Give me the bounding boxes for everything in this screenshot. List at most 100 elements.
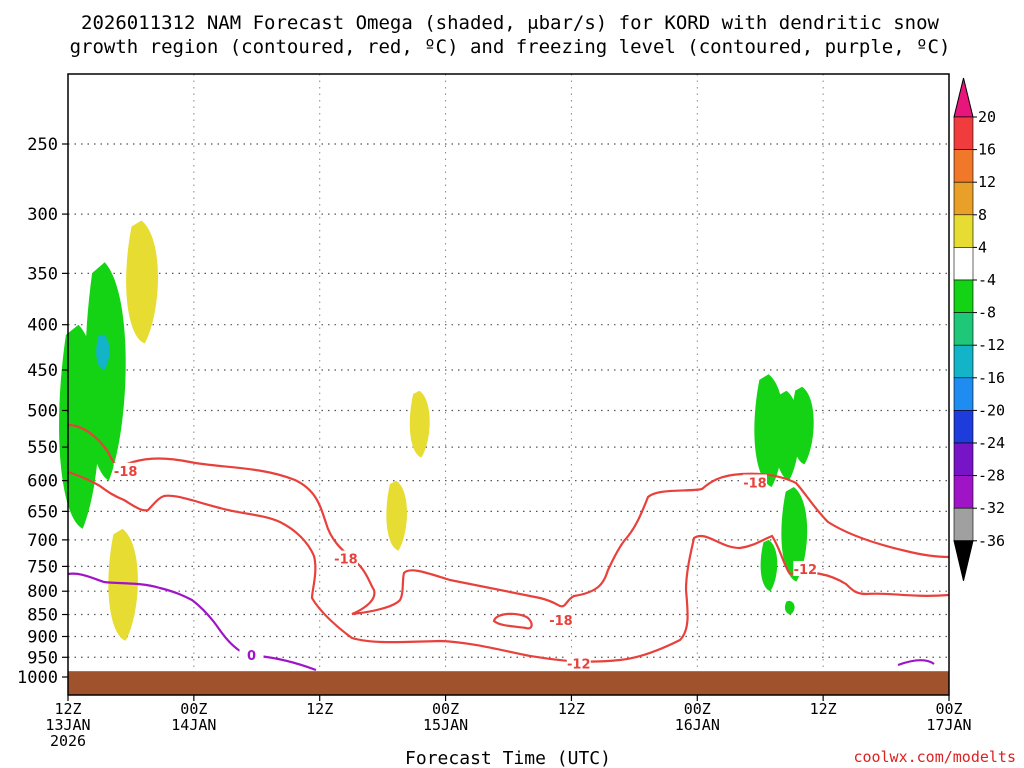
contour-label-bg [793, 560, 818, 576]
terrain-surface [68, 671, 949, 695]
y-tick-label: 450 [27, 361, 58, 381]
y-tick-label: 350 [27, 264, 58, 284]
colorbar-label: 12 [978, 173, 996, 191]
x-tick-label: 2026 [50, 732, 86, 750]
omega-shading [59, 220, 814, 641]
colorbar-segment [953, 247, 974, 281]
colorbar-segment [953, 507, 974, 542]
x-tick-label: 00Z [432, 700, 459, 718]
colorbar: 20 16 12 8 4 -4 -8 -12 -16 -20 -24 -28 -32 -36 [953, 77, 1005, 581]
credit-text: coolwx.com/modelts [853, 748, 1016, 766]
contour-label-text: -12 [794, 563, 818, 578]
contour-label-dgz-minus12-right: -12 [793, 560, 818, 578]
x-tick-label: 16JAN [675, 716, 720, 734]
contour-label-text: -18 [114, 465, 138, 480]
y-tick-label: 900 [27, 627, 58, 647]
y-tick-label: 250 [27, 135, 58, 155]
colorbar-top-triangle [953, 77, 974, 118]
colorbar-label: 20 [978, 108, 996, 126]
contour-labels: -18 -18 -18 -12 -18 -12 0 [113, 462, 818, 672]
omega-region [754, 374, 785, 487]
x-tick-label: 12Z [558, 700, 585, 718]
omega-region [409, 390, 430, 458]
contour-freezing-level-right [897, 659, 935, 667]
y-tick-label: 300 [27, 205, 58, 225]
y-tick-label: 700 [27, 531, 58, 551]
x-tick-label: 00Z [180, 700, 207, 718]
colorbar-bottom-triangle [953, 540, 974, 581]
x-tick-label: 17JAN [926, 716, 971, 734]
colorbar-label: -36 [978, 532, 1005, 550]
contour-label-bg [566, 655, 591, 671]
omega-region [781, 486, 808, 582]
contour-label-dgz-minus12: -12 [566, 655, 591, 672]
contour-label-dgz-minus18-right: -18 [742, 474, 767, 492]
omega-region [96, 334, 110, 370]
colorbar-segment [953, 149, 974, 183]
y-tick-label: 1000 [17, 668, 58, 688]
x-tick-label: 00Z [684, 700, 711, 718]
colorbar-segment [953, 475, 974, 509]
colorbar-segment [953, 214, 974, 248]
y-tick-label: 500 [27, 402, 58, 422]
contour-dgz-minus12-right [789, 571, 950, 597]
colorbar-label: -32 [978, 499, 1005, 517]
contour-label-freezing-level-0: 0 [239, 647, 264, 664]
omega-region [791, 386, 814, 465]
colorbar-label: -4 [978, 271, 996, 289]
y-tick-label: 400 [27, 316, 58, 336]
x-tick-label: 13JAN [45, 716, 90, 734]
x-tick-label: 00Z [935, 700, 962, 718]
x-tick-label: 15JAN [423, 716, 468, 734]
y-tick-label: 750 [27, 557, 58, 577]
omega-region [784, 600, 795, 615]
colorbar-label: -28 [978, 467, 1005, 485]
y-tick-label: 850 [27, 606, 58, 626]
plot-frame [67, 73, 950, 696]
colorbar-segment [953, 279, 974, 313]
colorbar-segment [953, 312, 974, 346]
x-tick-label: 12Z [306, 700, 333, 718]
contour-dgz-minus18-lower [67, 470, 791, 663]
contour-label-text: -18 [743, 477, 767, 492]
contour-label-dgz-minus18-low: -18 [548, 611, 573, 629]
contour-label-text: -12 [567, 657, 591, 672]
colorbar-segment [953, 377, 974, 411]
contour-label-bg [239, 647, 264, 663]
contour-label-dgz-minus18-mid: -18 [333, 550, 358, 568]
x-axis-label: Forecast Time (UTC) [405, 748, 611, 768]
contour-label-bg [548, 611, 573, 627]
colorbar-label: -24 [978, 434, 1005, 452]
plot-area [68, 74, 949, 695]
contour-label-text: 0 [247, 649, 256, 664]
contour-label-dgz-minus18: -18 [113, 462, 138, 480]
chart-title-line1: 2026011312 NAM Forecast Omega (shaded, μ… [81, 12, 939, 34]
contour-label-text: -18 [549, 614, 573, 629]
contour-label-text: -18 [334, 553, 358, 568]
colorbar-label: 4 [978, 238, 987, 256]
x-tick-label: 14JAN [171, 716, 216, 734]
colorbar-label: 8 [978, 206, 987, 224]
chart-title-line2: growth region (contoured, red, ºC) and f… [70, 36, 951, 58]
contour-label-bg [742, 474, 767, 490]
contour-label-bg [333, 550, 358, 566]
colorbar-label: 16 [978, 141, 996, 159]
y-axis: 2503003504004505005506006507007508008509… [17, 135, 68, 688]
contour-dgz-minus18-upper [67, 423, 950, 616]
omega-region [386, 480, 407, 551]
omega-region [108, 528, 138, 641]
colorbar-segment [953, 181, 974, 216]
x-tick-label: 12Z [810, 700, 837, 718]
omega-region [85, 262, 126, 481]
y-tick-label: 800 [27, 582, 58, 602]
colorbar-label: -8 [978, 304, 996, 322]
colorbar-label: -20 [978, 401, 1005, 419]
y-tick-label: 550 [27, 438, 58, 458]
x-tick-label: 12Z [54, 700, 81, 718]
contour-dgz-minus18-loop [492, 612, 533, 630]
colorbar-label: -16 [978, 369, 1005, 387]
colorbar-label: -12 [978, 336, 1005, 354]
colorbar-segment [953, 344, 974, 379]
